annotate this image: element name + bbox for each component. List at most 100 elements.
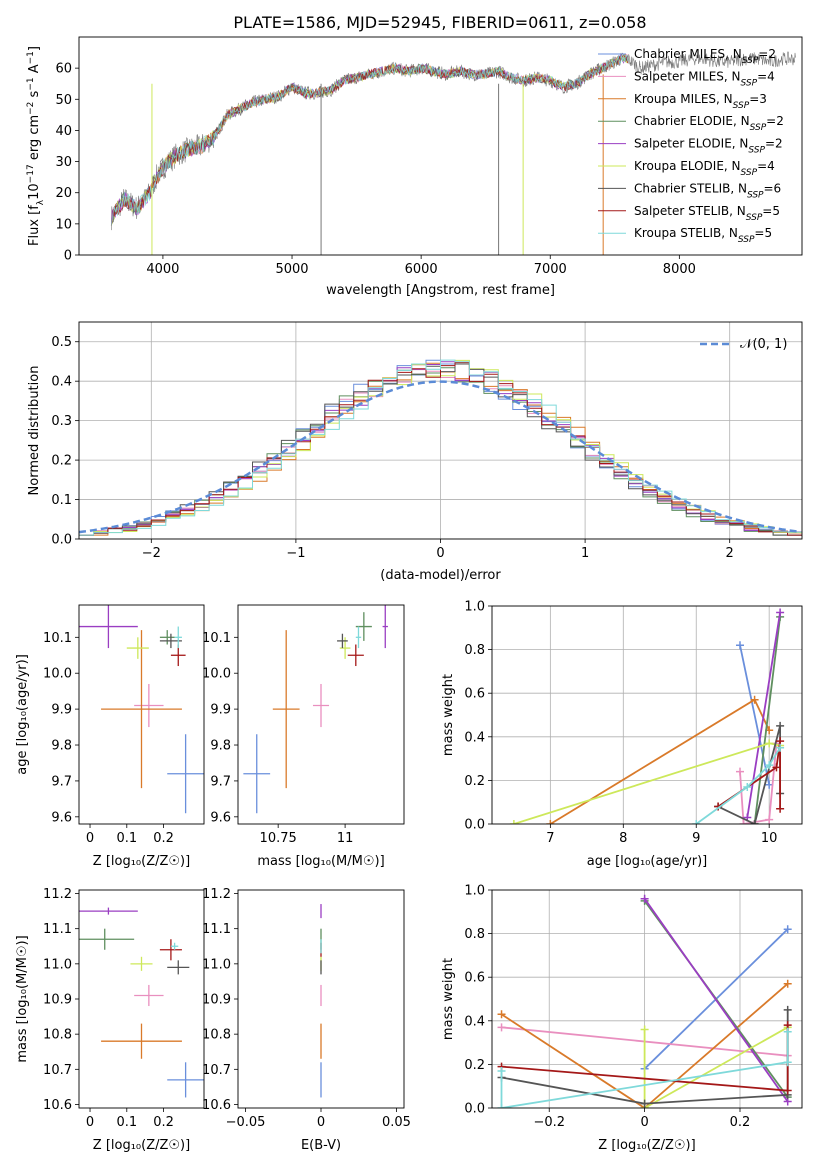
x-tick-label: 0 (317, 1115, 325, 1130)
x-tick-label: 0 (436, 546, 444, 561)
chart-residuals: −2 −1 0 1 2 0.0 0.1 0.2 0.3 0.4 0.5 (data-model)/er… (27, 321, 803, 583)
mass-weight-point (750, 695, 759, 704)
legend-label: Kroupa STELIB, NSSP=5 (634, 226, 772, 245)
y-tick-label: 20 (55, 186, 72, 201)
y-axis-label: mass [log₁₀(M/M☉)] (15, 935, 30, 1062)
mass-weight-point (743, 782, 752, 791)
legend-label: Salpeter ELODIE, NSSP=2 (634, 137, 783, 156)
x-tick-label: −0.05 (226, 1115, 266, 1130)
x-tick-label: 7 (546, 831, 554, 846)
y-axis-label-group: mass [log₁₀(M/M☉)] (15, 935, 30, 1062)
mass-weight-series (500, 1031, 789, 1108)
mass-weight-point (640, 894, 649, 903)
y-tick-label: 10.7 (202, 1063, 231, 1078)
mass-weight-series (739, 645, 771, 785)
x-tick-label: −0.2 (533, 1115, 565, 1130)
mass-weight-point (497, 1066, 506, 1075)
mass-weight-series (753, 616, 781, 824)
y-axis-label-group: age [log₁₀(age/yr)] (15, 654, 30, 775)
mass-weight-point (783, 925, 792, 934)
x-axis-label: wavelength [Angstrom, rest frame] (326, 283, 555, 298)
y-tick-label: 60 (55, 62, 72, 77)
axes-frame (491, 605, 803, 825)
mass-weight-point (783, 1027, 792, 1036)
y-axis-label-group: Normed distribution (27, 366, 42, 496)
y-tick-label: 0.2 (51, 454, 72, 469)
mass-weight-series (643, 1026, 789, 1108)
x-tick-label: 0.2 (153, 831, 174, 846)
mass-weight-point (640, 1025, 649, 1034)
x-axis-label: Z [log₁₀(Z/Z☉)] (93, 1138, 190, 1153)
x-tick-label: 0 (86, 831, 94, 846)
y-tick-label: 1.0 (464, 884, 485, 899)
plot-area-age-vs-z (79, 605, 204, 814)
histogram-series (79, 362, 802, 536)
x-tick-label: −2 (142, 546, 161, 561)
x-tick-label: 8 (619, 831, 627, 846)
plot-area-weight-vs-z (492, 890, 802, 1108)
page-title: PLATE=1586, MJD=52945, FIBERID=0611, z=0… (233, 13, 646, 32)
chart-mass-vs-z: 0 0.1 0.2 10.6 10.7 10.8 10.9 11.0 11.1 11.2 Z [lo… (15, 887, 205, 1153)
mass-weight-series (695, 747, 781, 824)
legend-label: 𝒩(0, 1) (740, 337, 787, 352)
normal-reference-curve (79, 380, 800, 534)
y-axis-label-group: Flux [fλ10−17 erg cm−2 s−1 A−1] (26, 46, 46, 246)
mass-weight-point (765, 761, 774, 770)
axes-frame (491, 889, 803, 1109)
x-tick-label: 8000 (663, 262, 696, 277)
y-tick-label: 0.8 (464, 643, 485, 658)
y-tick-label: 9.8 (210, 739, 231, 754)
y-axis-label: age [log₁₀(age/yr)] (15, 654, 30, 775)
chart-age-vs-mass: 10.75 11 9.6 9.7 9.8 9.9 10.0 10.1 mass [log₁₀(M… (202, 604, 405, 869)
y-axis-label: mass weight (441, 674, 456, 756)
y-tick-label: 11.1 (43, 922, 72, 937)
y-tick-label: 10.7 (43, 1063, 72, 1078)
y-axis-label: mass weight (441, 958, 456, 1040)
x-tick-label: 4000 (146, 262, 179, 277)
mass-weight-point (783, 1058, 792, 1067)
x-tick-label: 1 (581, 546, 589, 561)
y-tick-label: 0.6 (464, 687, 485, 702)
x-axis-label: Z [log₁₀(Z/Z☉)] (598, 1138, 695, 1153)
y-tick-label: 9.7 (51, 774, 72, 789)
y-tick-label: 9.8 (51, 739, 72, 754)
y-tick-label: 10.0 (43, 667, 72, 682)
x-tick-label: 0.2 (730, 1115, 751, 1130)
y-tick-label: 0.4 (464, 1014, 485, 1029)
y-tick-label: 10.9 (202, 993, 231, 1008)
mass-weight-point (497, 1023, 506, 1032)
x-tick-label: 0.05 (382, 1115, 411, 1130)
y-tick-label: 10.1 (202, 631, 231, 646)
y-tick-label: 0.4 (464, 730, 485, 745)
x-tick-label: 10 (761, 831, 778, 846)
y-tick-label: 50 (55, 93, 72, 108)
y-tick-label: 0.1 (51, 493, 72, 508)
mass-weight-point (750, 820, 759, 824)
x-tick-label: 0.1 (116, 831, 137, 846)
y-tick-label: 0.3 (51, 414, 72, 429)
chart-age-vs-z: 0 0.1 0.2 9.6 9.7 9.8 9.9 10.0 10.1 Z [log₁₀(Z/Z☉… (15, 604, 205, 869)
legend-label: Kroupa ELODIE, NSSP=4 (634, 159, 775, 178)
y-tick-label: 10.6 (202, 1098, 231, 1113)
plot-area-residuals (79, 322, 802, 539)
y-tick-label: 0.8 (464, 927, 485, 942)
y-tick-label: 9.9 (210, 703, 231, 718)
y-tick-label: 40 (55, 124, 72, 139)
axes-frame (237, 889, 405, 1109)
mass-weight-point (640, 1099, 649, 1108)
model-spectrum-line (110, 54, 629, 226)
mass-weight-point (783, 1005, 792, 1014)
axes-frame (78, 604, 205, 825)
x-tick-label: 0.2 (153, 1115, 174, 1130)
plot-area-spectrum (110, 51, 796, 255)
mass-weight-series (643, 898, 789, 1103)
y-tick-label: 0.4 (51, 375, 72, 390)
y-tick-label: 1.0 (464, 600, 485, 615)
y-tick-label: 0.0 (464, 818, 485, 833)
y-tick-label: 11.0 (202, 957, 231, 972)
axes-frame (78, 36, 803, 256)
y-tick-label: 0 (64, 249, 72, 264)
plot-area-weight-vs-age (492, 606, 802, 824)
y-tick-label: 10.0 (202, 667, 231, 682)
x-tick-label: 11 (337, 831, 354, 846)
